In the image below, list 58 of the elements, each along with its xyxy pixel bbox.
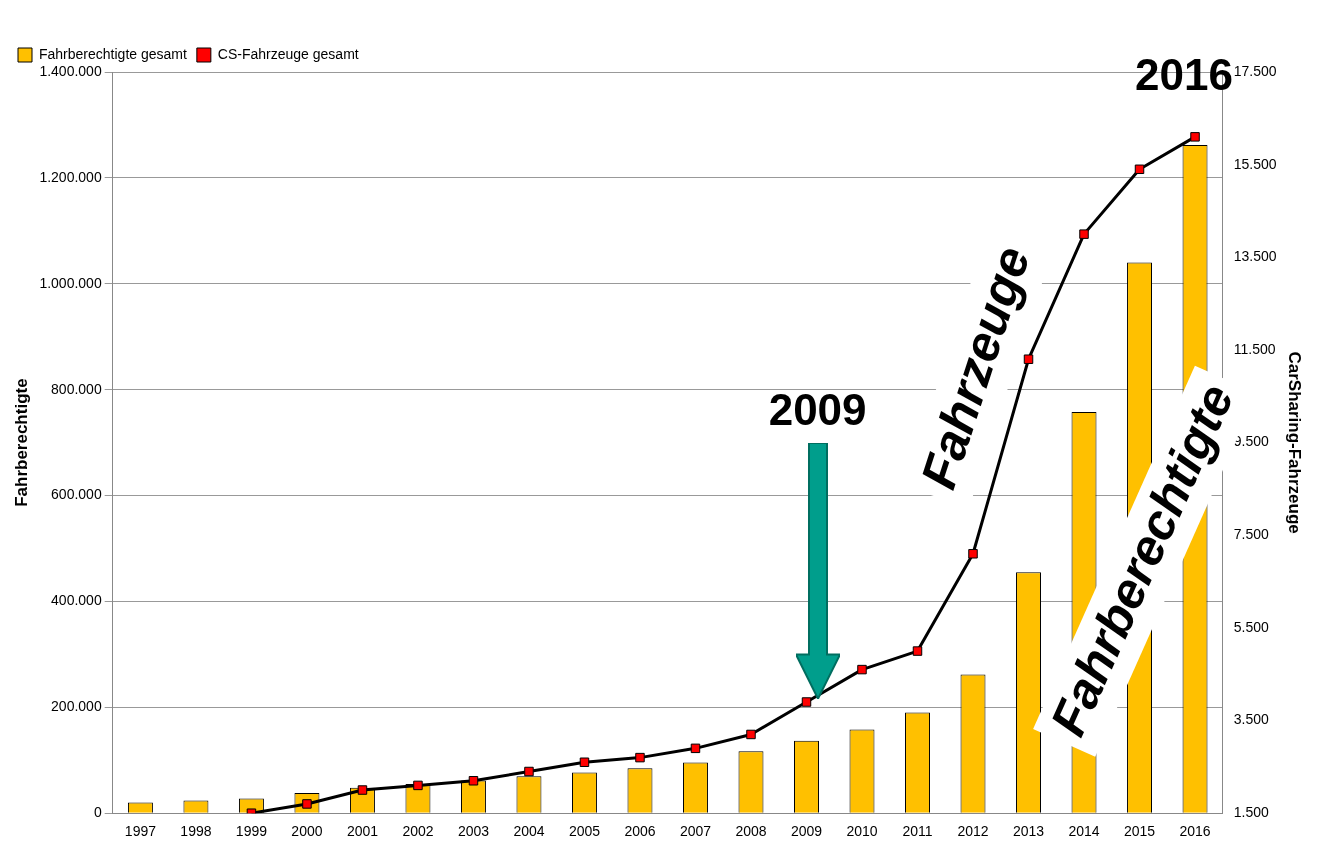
y2-axis-title: CarSharing-Fahrzeuge bbox=[1285, 351, 1305, 534]
y2-tick-label: 11.500 bbox=[1233, 340, 1276, 357]
point bbox=[468, 776, 479, 786]
y-tick-label: 1.400.000 bbox=[39, 62, 102, 79]
x-tick-label: 2008 bbox=[735, 823, 767, 840]
point bbox=[1190, 132, 1200, 142]
point bbox=[1134, 164, 1145, 175]
y2-tick-label: 3.500 bbox=[1233, 711, 1270, 728]
x-tick-label: 1997 bbox=[124, 823, 157, 840]
y2-tick-label: 15.500 bbox=[1233, 155, 1277, 172]
x-tick-label: 2000 bbox=[291, 823, 323, 840]
x-tick-label: 2004 bbox=[513, 823, 545, 840]
y-tick-label: 600.000 bbox=[51, 486, 102, 503]
x-tick-label: 2013 bbox=[1012, 823, 1045, 840]
point bbox=[857, 664, 867, 675]
y2-tick-label: 5.500 bbox=[1233, 618, 1270, 635]
legend-label: CS-Fahrzeuge gesamt bbox=[217, 45, 359, 62]
x-tick-label: 2001 bbox=[346, 823, 379, 840]
point bbox=[912, 646, 923, 656]
x-tick-label: 2007 bbox=[679, 823, 712, 840]
x-tick-label: 2011 bbox=[902, 823, 933, 840]
y-tick-label: 400.000 bbox=[51, 592, 102, 609]
x-tick-label: 2006 bbox=[624, 823, 656, 840]
y2-tick-label: 9.500 bbox=[1233, 433, 1270, 450]
x-tick-label: 2010 bbox=[846, 823, 878, 840]
y-tick-label: 800.000 bbox=[51, 380, 102, 397]
y2-tick-label: 13.500 bbox=[1233, 248, 1277, 265]
point bbox=[357, 785, 368, 795]
x-tick-label: 1999 bbox=[235, 823, 268, 840]
annotation: 2009 bbox=[768, 385, 867, 435]
y-tick-label: 1.200.000 bbox=[39, 168, 102, 185]
x-tick-label: 2009 bbox=[790, 823, 823, 840]
point bbox=[579, 757, 590, 767]
x-tick-label: 2016 bbox=[1179, 823, 1211, 840]
x-tick-label: 2012 bbox=[957, 823, 989, 840]
y2-tick-label: 7.500 bbox=[1233, 526, 1270, 543]
point bbox=[968, 549, 978, 559]
x-tick-label: 1998 bbox=[180, 823, 212, 840]
legend-label: Fahrberechtigte gesamt bbox=[39, 45, 187, 62]
x-tick-label: 2002 bbox=[402, 823, 434, 840]
y-tick-label: 1.000.000 bbox=[39, 274, 102, 291]
point bbox=[801, 697, 812, 707]
y-tick-label: 0 bbox=[93, 804, 102, 821]
x-tick-label: 2015 bbox=[1123, 823, 1156, 840]
x-tick-label: 2005 bbox=[568, 823, 601, 840]
point bbox=[413, 780, 423, 791]
x-tick-label: 2014 bbox=[1068, 823, 1100, 840]
y2-tick-label: 17.500 bbox=[1233, 62, 1277, 79]
x-tick-label: 2003 bbox=[457, 823, 490, 840]
point bbox=[746, 729, 756, 740]
y-tick-label: 200.000 bbox=[51, 698, 102, 715]
point bbox=[524, 766, 534, 777]
y-axis-title: Fahrberechtigte bbox=[11, 378, 31, 507]
annotation: 2016 bbox=[1134, 50, 1233, 100]
point bbox=[1079, 229, 1089, 239]
point bbox=[690, 743, 701, 754]
point bbox=[635, 752, 645, 763]
y2-tick-label: 1.500 bbox=[1233, 804, 1270, 821]
